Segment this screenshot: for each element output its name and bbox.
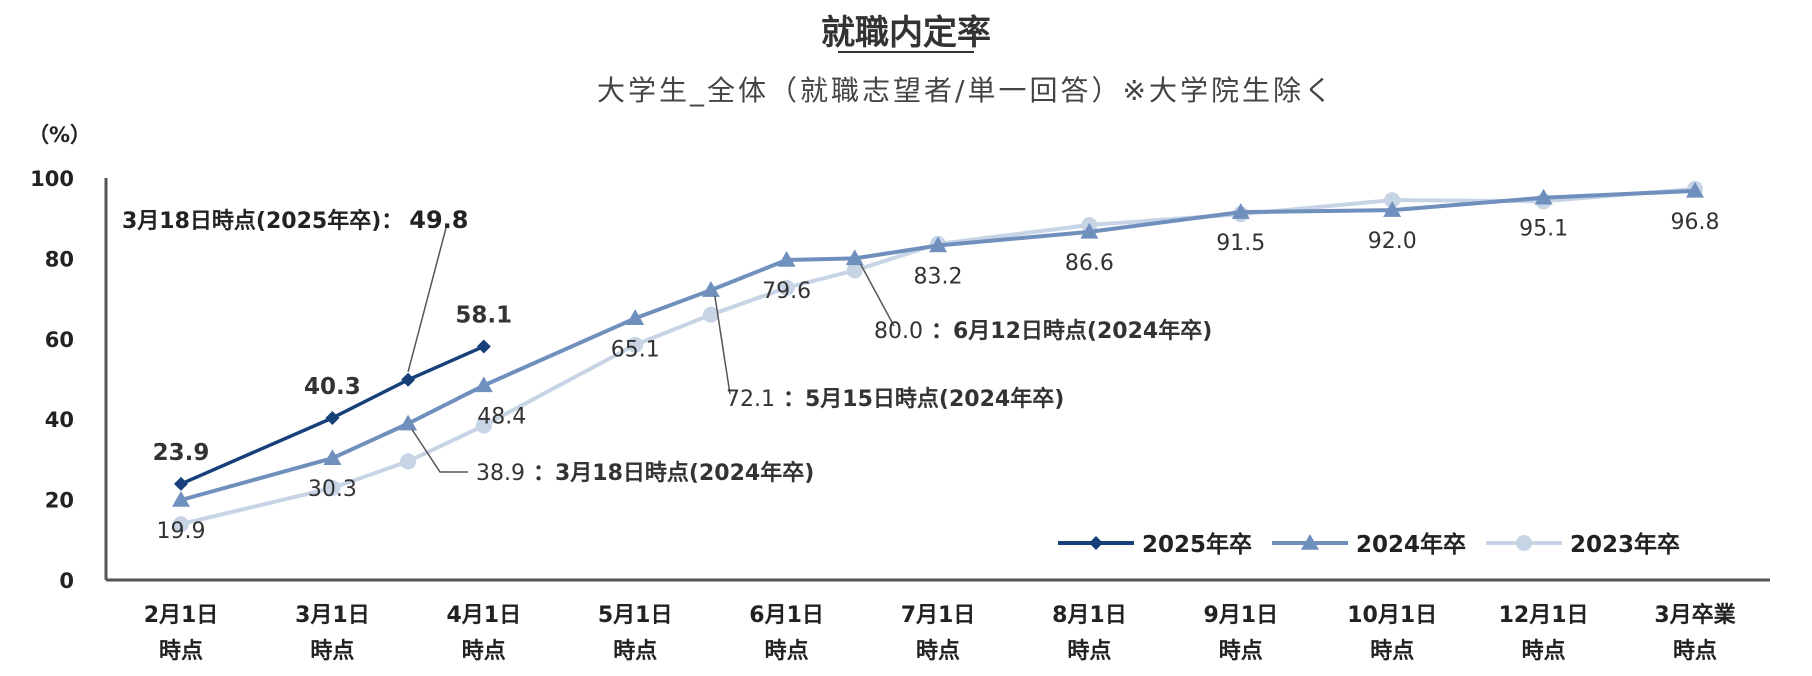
- legend-item-2023年卒: 2023年卒: [1486, 531, 1680, 558]
- annotation-2025-0318: 3月18日時点(2025年卒)： 49.8: [122, 206, 468, 234]
- series-point: [702, 306, 719, 323]
- x-tick-label: 10月1日時点: [1347, 603, 1437, 664]
- series-line: [180, 344, 485, 486]
- x-tick-label: 7月1日時点: [901, 603, 976, 664]
- series-point: [172, 491, 190, 507]
- y-tick-label: 80: [45, 247, 74, 271]
- series-point: [846, 262, 863, 279]
- series-point: [400, 453, 417, 470]
- y-tick-labels: 0 20 40 60 80 100: [30, 167, 74, 593]
- annotation-2024-0515: 72.1 ：5月15日時点(2024年卒): [726, 386, 1064, 412]
- annotation-2024-0612: 80.0 ：6月12日時点(2024年卒): [874, 318, 1212, 344]
- annotation-leader: [860, 264, 895, 327]
- series-point: [1080, 222, 1099, 239]
- legend-item-2025年卒: 2025年卒: [1058, 531, 1252, 558]
- chart-subtitle: 大学生_全体（就職志望者/単一回答）※大学院生除く: [597, 74, 1335, 107]
- legend-marker: [1301, 534, 1319, 550]
- series-point: [1231, 203, 1250, 219]
- x-tick-label: 6月1日時点: [749, 603, 824, 664]
- data-label: 30.3: [308, 477, 357, 502]
- x-tick-labels: 2月1日時点 3月1日時点 4月1日時点 5月1日時点 6月1日時点 7月1日時点 8月1日…: [144, 602, 1737, 664]
- series-point: [475, 417, 492, 434]
- x-tick-label: 2月1日時点: [144, 603, 219, 664]
- data-label: 96.8: [1671, 210, 1720, 235]
- x-tick-label: 12月1日時点: [1499, 603, 1589, 664]
- series-point: [173, 516, 189, 533]
- series-point: [778, 279, 795, 296]
- series-lines: [172, 180, 1704, 533]
- data-label: 40.3: [304, 374, 361, 400]
- series-point: [1534, 188, 1553, 205]
- annotations: 3月18日時点(2025年卒)： 49.8 38.9 ：3月18日時点(2024年卒)…: [122, 206, 1212, 486]
- series-point: [777, 251, 796, 267]
- series-point: [401, 372, 416, 387]
- series-point: [929, 236, 947, 253]
- legend-label: 2025年卒: [1142, 531, 1252, 558]
- y-tick-label: 60: [45, 328, 74, 352]
- legend-label: 2024年卒: [1356, 531, 1466, 558]
- series-point: [1686, 181, 1704, 198]
- series-point: [701, 281, 720, 297]
- x-tick-label: 3月卒業時点: [1654, 602, 1736, 664]
- series-point: [1383, 201, 1402, 217]
- legend-label: 2023年卒: [1570, 531, 1680, 558]
- x-tick-label: 5月1日時点: [598, 603, 673, 664]
- legend-marker: [1516, 535, 1532, 551]
- annotation-2024-0318: 38.9 ：3月18日時点(2024年卒): [476, 460, 814, 486]
- annotation-leader: [411, 429, 468, 473]
- axes: [104, 178, 1770, 582]
- series-point: [474, 376, 493, 393]
- series-2024年卒: [172, 181, 1704, 507]
- data-labels: 23.9 40.3 58.1 19.9 30.3 48.4 65.1 79.6 83.2 86.6…: [153, 210, 1720, 544]
- series-2025年卒: [174, 339, 491, 491]
- y-tick-label: 40: [45, 408, 74, 432]
- series-point: [399, 414, 418, 431]
- x-tick-label: 8月1日時点: [1052, 603, 1127, 664]
- series-point: [626, 309, 645, 326]
- series-point: [174, 476, 188, 491]
- series-point: [627, 336, 644, 353]
- data-label: 19.9: [157, 519, 206, 544]
- data-label: 58.1: [455, 302, 512, 328]
- series-point: [325, 410, 340, 425]
- data-label: 91.5: [1216, 231, 1265, 256]
- data-label: 48.4: [477, 404, 526, 429]
- legend-item-2024年卒: 2024年卒: [1272, 531, 1466, 558]
- series-point: [1384, 192, 1401, 209]
- series-line: [180, 186, 1696, 527]
- y-tick-label: 0: [59, 569, 74, 593]
- series-line: [180, 188, 1696, 502]
- data-label: 92.0: [1368, 229, 1417, 254]
- y-tick-label: 100: [30, 167, 74, 191]
- chart-title: 就職内定率: [821, 13, 991, 53]
- series-point: [845, 249, 864, 266]
- x-tick-label: 3月1日時点: [295, 603, 370, 664]
- data-label: 86.6: [1065, 251, 1114, 276]
- data-label: 83.2: [914, 265, 963, 290]
- legend-marker: [1089, 536, 1103, 550]
- y-tick-label: 20: [45, 489, 74, 513]
- x-tick-label: 4月1日時点: [446, 603, 521, 664]
- series-point: [324, 479, 341, 496]
- data-label: 65.1: [611, 337, 660, 362]
- data-label: 79.6: [762, 279, 811, 304]
- y-unit-label: （%）: [28, 123, 91, 147]
- series-point: [476, 339, 491, 354]
- x-tick-label: 9月1日時点: [1203, 603, 1278, 664]
- data-label: 95.1: [1519, 217, 1568, 242]
- data-label: 23.9: [153, 440, 210, 466]
- annotation-leader: [407, 227, 447, 372]
- annotation-leader: [714, 296, 731, 395]
- legend: 2025年卒 2024年卒 2023年卒: [1058, 531, 1680, 558]
- series-point: [323, 449, 342, 465]
